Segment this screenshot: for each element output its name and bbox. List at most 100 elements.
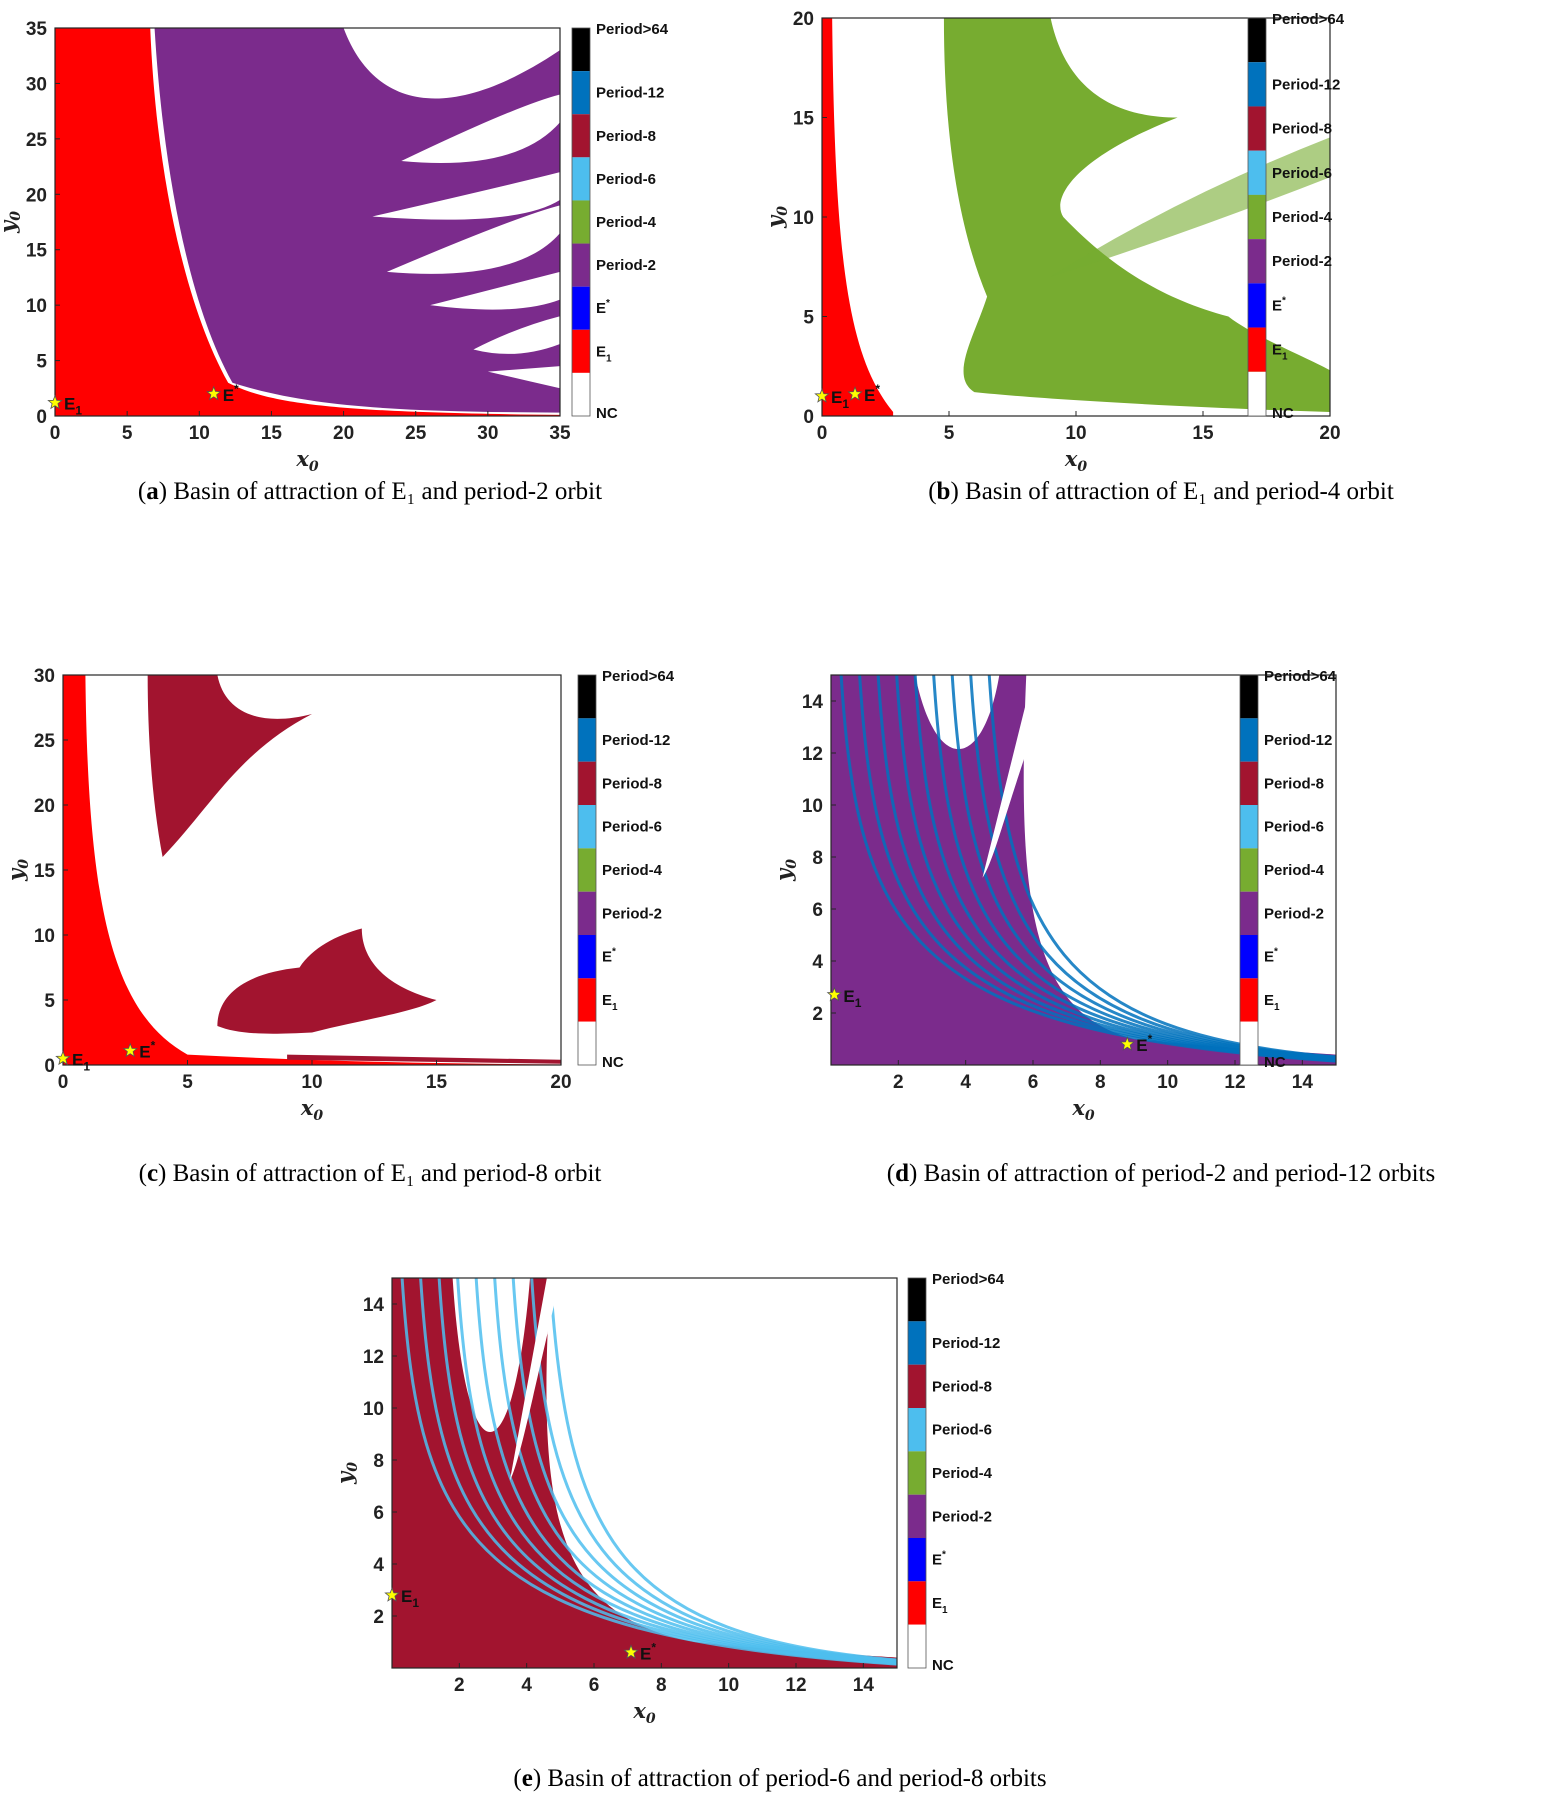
colorbar-segment	[1240, 891, 1258, 935]
y-tick-label: 8	[812, 848, 823, 869]
basin-streak	[419, 1278, 897, 1666]
y-tick-label: 10	[363, 1399, 384, 1420]
y-tick-label: 20	[34, 796, 55, 817]
nc-gap	[982, 675, 1054, 878]
caption-e: (e) Basin of attraction of period-6 and …	[513, 1765, 1047, 1792]
plot-frame	[391, 1277, 898, 1669]
colorbar-frame	[577, 674, 597, 1066]
y-tick-label: 5	[36, 352, 47, 373]
y-tick-label: 35	[26, 19, 48, 40]
x-tick-label: 10	[1065, 423, 1086, 444]
basin-streak	[858, 675, 1336, 1063]
x-tick-label: 6	[1028, 1072, 1039, 1093]
colorbar-label: Period-2	[602, 905, 662, 922]
colorbar-label: Period-4	[602, 862, 663, 879]
basin-map	[63, 675, 561, 1065]
colorbar-label: NC	[932, 1657, 954, 1674]
y-axis-label: y0	[771, 859, 800, 882]
x-axis-label: x0	[1071, 1095, 1095, 1124]
colorbar-segment	[1248, 62, 1266, 107]
y-tick-label: 12	[802, 744, 823, 765]
colorbar-segment	[572, 157, 590, 201]
colorbar-label: Period-6	[1272, 165, 1332, 182]
colorbar-label: Period-4	[1272, 209, 1333, 226]
x-tick-label: 0	[817, 423, 828, 444]
colorbar-segment	[1240, 718, 1258, 762]
basin-main	[392, 1278, 897, 1668]
star-marker	[814, 388, 830, 403]
star-marker	[384, 1587, 400, 1602]
caption-letter: e	[521, 1765, 533, 1792]
y-axis-label: y0	[332, 1462, 361, 1485]
basin-streak	[493, 1278, 897, 1663]
colorbar-label: Period-2	[1264, 905, 1324, 922]
colorbar-segment	[578, 935, 596, 979]
colorbar-frame	[907, 1277, 927, 1669]
y-tick-label: 10	[793, 208, 814, 229]
y-tick-label: 15	[34, 861, 56, 882]
colorbar-segment	[1240, 848, 1258, 892]
star-marker	[826, 986, 843, 1002]
x-tick-label: 10	[718, 1675, 739, 1696]
colorbar-label: Period-8	[596, 128, 656, 145]
x-tick-label: 20	[550, 1072, 571, 1093]
y-tick-label: 2	[373, 1607, 384, 1628]
basin-map	[55, 28, 560, 416]
basin-streak	[969, 675, 1336, 1059]
colorbar-segment	[572, 372, 590, 416]
colorbar-segment	[572, 114, 590, 158]
colorbar-segment	[1240, 1021, 1258, 1065]
colorbar-segment	[1248, 106, 1266, 151]
colorbar-label: E1	[596, 343, 612, 364]
basin-streak	[895, 675, 1336, 1062]
x-tick-label: 30	[477, 423, 498, 444]
panel-b: 0 5 10 15 20 0 5 10 15 20 x0 y0 E1 E* Period>64 Period-…	[762, 0, 1552, 530]
caption-d: (d) Basin of attraction of period-2 and …	[886, 1160, 1436, 1187]
star-marker	[122, 1042, 138, 1058]
star-marker	[1119, 1036, 1135, 1051]
x-tick-label: 35	[549, 423, 571, 444]
x-axis-label: x0	[295, 446, 319, 475]
panel-d: 2 4 6 8 10 12 14 2 4 6 8 10 12 14 x0 y0 E1 E* Period>64 Per…	[770, 620, 1552, 1200]
colorbar-segment	[1248, 150, 1266, 195]
colorbar-segment	[578, 805, 596, 849]
plot-frame	[830, 674, 1337, 1066]
nc-finger	[430, 271, 560, 310]
colorbar-label: Period-12	[1272, 76, 1340, 93]
colorbar-label: Period-8	[602, 775, 662, 792]
colorbar-label: Period>64	[602, 668, 675, 685]
basin-streak	[511, 1278, 897, 1663]
nc-finger	[487, 366, 560, 389]
colorbar-segment	[908, 1364, 926, 1408]
y-tick-label: 30	[34, 666, 55, 687]
y-tick-label: 25	[34, 731, 56, 752]
colorbar-label: E*	[602, 947, 616, 966]
x-tick-label: 5	[182, 1072, 193, 1093]
x-tick-label: 15	[1192, 423, 1214, 444]
colorbar-label: Period-6	[596, 171, 656, 188]
colorbar-label: Period-2	[1272, 253, 1332, 270]
colorbar-label: Period-4	[596, 214, 657, 231]
colorbar-segment	[1248, 194, 1266, 240]
y-tick-label: 20	[26, 185, 47, 206]
colorbar-label: Period-12	[602, 732, 670, 749]
colorbar-label: Period-6	[602, 819, 662, 836]
star-marker	[847, 385, 863, 401]
colorbar-label: Period-8	[1272, 121, 1332, 138]
chart-c: 0 5 10 15 20 0 5 10 15 20 25 30 x0 y0 E1 E* Period>64 Per…	[3, 666, 675, 1124]
colorbar-segment	[1248, 283, 1266, 328]
colorbar-segment	[578, 891, 596, 935]
x-tick-label: 2	[893, 1072, 904, 1093]
x-tick-label: 15	[426, 1072, 448, 1093]
y-tick-label: 0	[803, 407, 814, 428]
colorbar-label: Period>64	[1272, 11, 1345, 28]
colorbar-segment	[572, 286, 590, 330]
basin-streak	[456, 1278, 897, 1665]
basin-streak	[474, 1278, 897, 1664]
colorbar-segment	[578, 1021, 596, 1065]
colorbar-label: Period-2	[596, 257, 656, 274]
x-tick-label: 0	[50, 423, 61, 444]
colorbar-segment	[1248, 371, 1266, 416]
x-tick-label: 2	[454, 1675, 465, 1696]
colorbar-label: Period-6	[1264, 819, 1324, 836]
